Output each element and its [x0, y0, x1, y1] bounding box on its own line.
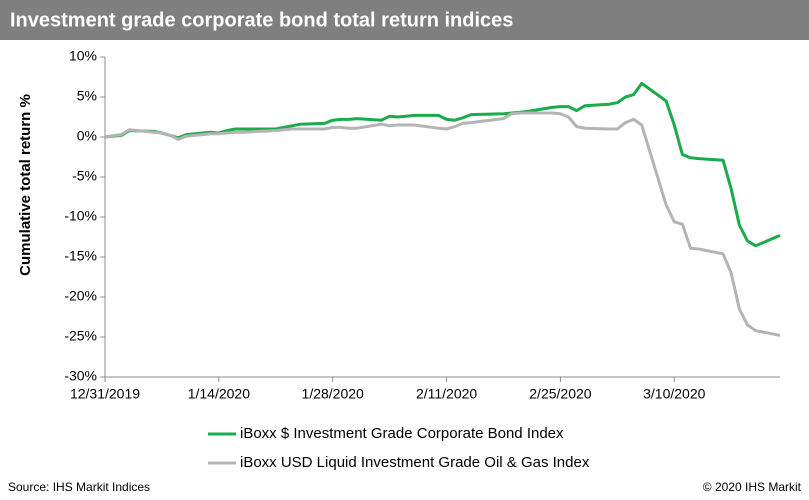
- legend-label: iBoxx $ Investment Grade Corporate Bond …: [240, 425, 564, 442]
- title-bar: [0, 0, 809, 40]
- y-tick-label: 0%: [77, 128, 97, 144]
- series-line: [104, 81, 781, 248]
- y-tick-label: 5%: [77, 88, 97, 104]
- x-tick-label: 3/10/2020: [643, 386, 705, 402]
- y-tick-label: -20%: [64, 288, 97, 304]
- x-tick-label: 2/25/2020: [529, 386, 591, 402]
- copyright-note: © 2020 IHS Markit: [703, 480, 802, 494]
- source-note: Source: IHS Markit Indices: [8, 480, 150, 494]
- y-tick-label: -30%: [64, 368, 97, 384]
- y-tick-label: -25%: [64, 328, 97, 344]
- x-tick-label: 1/14/2020: [188, 386, 250, 402]
- y-tick-label: 10%: [69, 48, 97, 64]
- y-axis-title: Cumulative total return %: [17, 94, 34, 276]
- y-tick-label: -5%: [72, 168, 97, 184]
- x-tick-label: 12/31/2019: [70, 386, 140, 402]
- legend-label: iBoxx USD Liquid Investment Grade Oil & …: [240, 454, 590, 471]
- chart-title: Investment grade corporate bond total re…: [10, 9, 513, 31]
- series-line: [104, 111, 781, 337]
- y-tick-label: -10%: [64, 208, 97, 224]
- x-tick-label: 2/11/2020: [416, 386, 477, 402]
- y-tick-label: -15%: [64, 248, 97, 264]
- x-tick-label: 1/28/2020: [302, 386, 364, 402]
